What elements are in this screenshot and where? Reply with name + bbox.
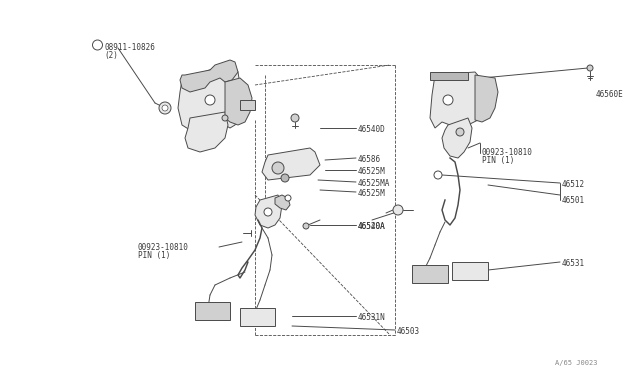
Polygon shape	[442, 118, 472, 158]
Circle shape	[159, 102, 171, 114]
Polygon shape	[412, 265, 448, 283]
Circle shape	[272, 162, 284, 174]
Circle shape	[162, 105, 168, 111]
Text: 46540A: 46540A	[358, 222, 386, 231]
Text: 46501: 46501	[562, 196, 585, 205]
Polygon shape	[240, 100, 255, 110]
Text: 46525M: 46525M	[358, 189, 386, 198]
Circle shape	[587, 65, 593, 71]
Polygon shape	[255, 195, 282, 228]
Polygon shape	[178, 62, 242, 130]
Polygon shape	[452, 262, 488, 280]
Polygon shape	[430, 72, 488, 128]
Polygon shape	[475, 75, 498, 122]
Circle shape	[93, 40, 102, 50]
Polygon shape	[180, 60, 238, 92]
Polygon shape	[262, 148, 320, 180]
Circle shape	[285, 195, 291, 201]
Circle shape	[443, 95, 453, 105]
Text: 46520A: 46520A	[358, 222, 386, 231]
Circle shape	[303, 223, 309, 229]
Polygon shape	[275, 195, 290, 210]
Polygon shape	[225, 78, 252, 125]
Polygon shape	[195, 302, 230, 320]
Text: 46531N: 46531N	[358, 313, 386, 322]
Text: 46540D: 46540D	[358, 125, 386, 134]
Text: 46525M: 46525M	[358, 167, 386, 176]
Circle shape	[291, 114, 299, 122]
Text: 46525MA: 46525MA	[358, 179, 390, 188]
Circle shape	[281, 174, 289, 182]
Text: 46503: 46503	[397, 327, 420, 336]
Polygon shape	[240, 308, 275, 326]
Text: 46512: 46512	[562, 180, 585, 189]
Circle shape	[205, 95, 215, 105]
Text: PIN (1): PIN (1)	[482, 156, 515, 165]
Text: 46586: 46586	[358, 155, 381, 164]
Text: PIN (1): PIN (1)	[138, 251, 170, 260]
Polygon shape	[185, 112, 228, 152]
Text: 46560E: 46560E	[596, 90, 624, 99]
Text: N: N	[95, 41, 100, 49]
Text: (2): (2)	[104, 51, 118, 60]
Text: 00923-10810: 00923-10810	[138, 243, 189, 252]
Circle shape	[222, 115, 228, 121]
Text: 46531: 46531	[562, 259, 585, 268]
Circle shape	[456, 128, 464, 136]
Circle shape	[434, 171, 442, 179]
Circle shape	[393, 205, 403, 215]
Text: A/65 J0023: A/65 J0023	[556, 360, 598, 366]
Text: 08911-10826: 08911-10826	[104, 43, 155, 52]
Polygon shape	[430, 72, 468, 80]
Circle shape	[264, 208, 272, 216]
Text: 00923-10810: 00923-10810	[482, 148, 533, 157]
